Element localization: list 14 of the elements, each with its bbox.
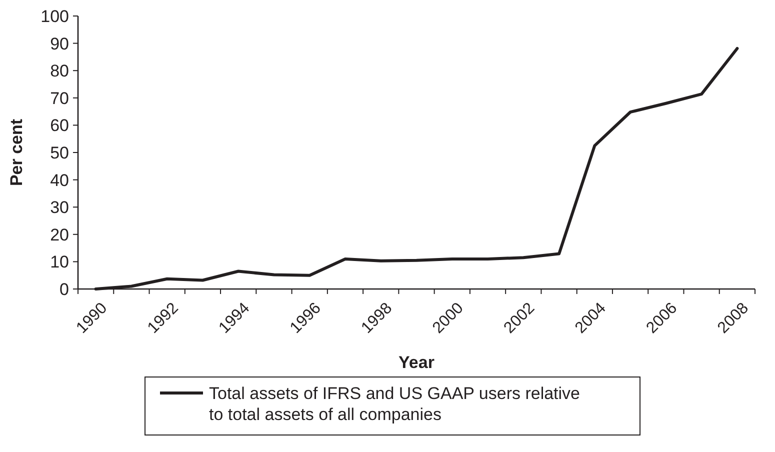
y-tick-label: 40 — [50, 170, 69, 190]
y-axis-title: Per cent — [7, 118, 26, 186]
y-tick-label: 90 — [50, 34, 69, 54]
y-tick-label: 50 — [50, 143, 69, 162]
y-tick-label: 20 — [50, 225, 69, 244]
y-tick-label: 10 — [50, 252, 69, 272]
y-tick-label: 60 — [50, 116, 69, 136]
y-tick-label: 70 — [50, 88, 69, 108]
y-tick-label: 80 — [50, 62, 69, 81]
y-tick-label: 100 — [40, 6, 69, 26]
x-axis-title: Year — [398, 353, 435, 372]
y-tick-label: 30 — [50, 198, 69, 218]
y-tick-label: 0 — [60, 280, 69, 299]
legend-label: Total assets of IFRS and US GAAP users relative to total assets of all companies — [209, 384, 580, 424]
